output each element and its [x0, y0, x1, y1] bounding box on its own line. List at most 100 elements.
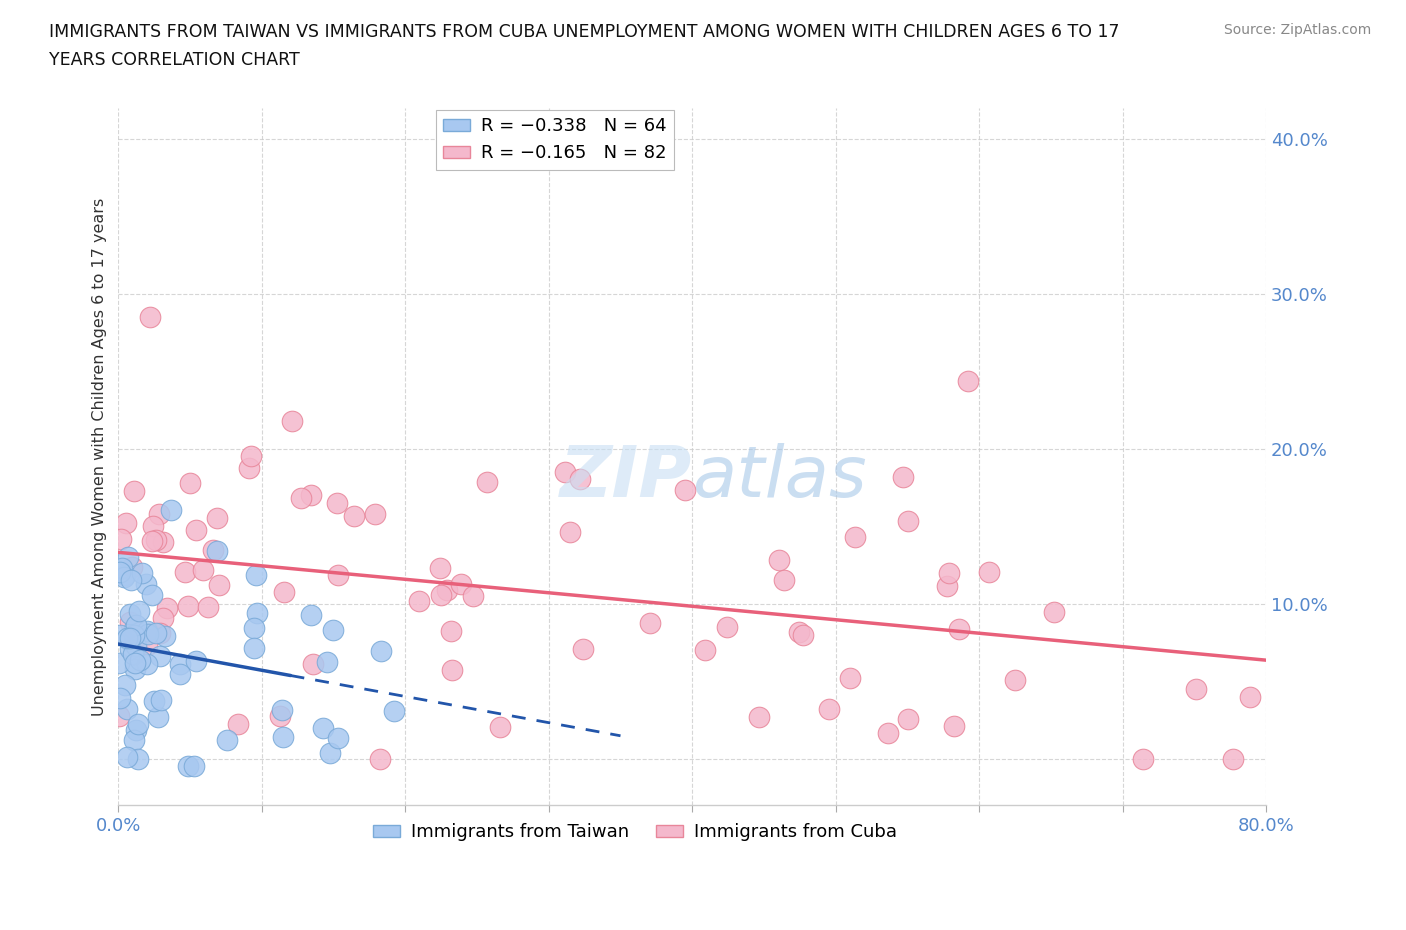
- Point: [155, 629, 177, 644]
- Text: Source: ZipAtlas.com: Source: ZipAtlas.com: [1223, 23, 1371, 37]
- Point: [475, 474, 498, 489]
- Point: [120, 642, 142, 657]
- Point: [273, 585, 295, 600]
- Point: [141, 534, 163, 549]
- Point: [139, 310, 162, 325]
- Point: [115, 631, 138, 645]
- Point: [205, 543, 228, 558]
- Point: [120, 633, 142, 648]
- Point: [302, 657, 325, 671]
- Text: IMMIGRANTS FROM TAIWAN VS IMMIGRANTS FROM CUBA UNEMPLOYMENT AMONG WOMEN WITH CHI: IMMIGRANTS FROM TAIWAN VS IMMIGRANTS FRO…: [49, 23, 1119, 41]
- Point: [136, 624, 159, 639]
- Point: [768, 552, 790, 567]
- Point: [673, 483, 696, 498]
- Point: [114, 677, 136, 692]
- Point: [127, 751, 149, 766]
- Point: [118, 614, 141, 629]
- Point: [844, 529, 866, 544]
- Point: [897, 711, 920, 726]
- Point: [322, 623, 344, 638]
- Point: [122, 621, 145, 636]
- Point: [169, 667, 191, 682]
- Point: [238, 460, 260, 475]
- Point: [838, 671, 860, 685]
- Point: [149, 648, 172, 663]
- Point: [554, 464, 576, 479]
- Point: [179, 475, 201, 490]
- Point: [149, 693, 172, 708]
- Point: [245, 567, 267, 582]
- Point: [328, 731, 350, 746]
- Point: [122, 646, 145, 661]
- Point: [242, 620, 264, 635]
- Point: [197, 600, 219, 615]
- Point: [299, 488, 322, 503]
- Point: [122, 628, 145, 643]
- Point: [572, 642, 595, 657]
- Point: [243, 641, 266, 656]
- Point: [569, 472, 592, 486]
- Point: [125, 723, 148, 737]
- Point: [107, 709, 129, 724]
- Point: [772, 572, 794, 587]
- Point: [716, 619, 738, 634]
- Point: [117, 550, 139, 565]
- Point: [136, 657, 159, 671]
- Point: [693, 643, 716, 658]
- Point: [143, 694, 166, 709]
- Point: [315, 654, 337, 669]
- Point: [269, 709, 291, 724]
- Point: [638, 616, 661, 631]
- Point: [787, 625, 810, 640]
- Point: [142, 518, 165, 533]
- Point: [128, 604, 150, 618]
- Point: [202, 542, 225, 557]
- Point: [148, 626, 170, 641]
- Point: [184, 654, 207, 669]
- Point: [271, 702, 294, 717]
- Point: [115, 515, 138, 530]
- Point: [120, 573, 142, 588]
- Point: [226, 716, 249, 731]
- Point: [748, 709, 770, 724]
- Point: [977, 565, 1000, 579]
- Point: [343, 508, 366, 523]
- Point: [145, 626, 167, 641]
- Point: [436, 582, 458, 597]
- Point: [408, 593, 430, 608]
- Point: [112, 569, 135, 584]
- Point: [169, 657, 191, 671]
- Point: [146, 710, 169, 724]
- Point: [141, 588, 163, 603]
- Point: [152, 611, 174, 626]
- Point: [1222, 751, 1244, 766]
- Point: [1239, 689, 1261, 704]
- Point: [183, 759, 205, 774]
- Point: [817, 701, 839, 716]
- Point: [239, 448, 262, 463]
- Point: [124, 484, 146, 498]
- Point: [450, 577, 472, 591]
- Point: [368, 751, 391, 766]
- Point: [114, 567, 136, 582]
- Point: [191, 563, 214, 578]
- Point: [152, 535, 174, 550]
- Point: [440, 624, 463, 639]
- Point: [943, 718, 966, 733]
- Point: [121, 560, 143, 575]
- Point: [129, 652, 152, 667]
- Point: [111, 561, 134, 576]
- Point: [440, 662, 463, 677]
- Point: [124, 661, 146, 676]
- Point: [136, 627, 159, 642]
- Point: [461, 589, 484, 604]
- Point: [430, 588, 453, 603]
- Point: [131, 565, 153, 580]
- Y-axis label: Unemployment Among Women with Children Ages 6 to 17 years: Unemployment Among Women with Children A…: [93, 197, 107, 716]
- Point: [118, 606, 141, 621]
- Point: [558, 525, 581, 539]
- Text: ZIP: ZIP: [560, 443, 692, 512]
- Point: [177, 599, 200, 614]
- Point: [135, 577, 157, 591]
- Point: [319, 746, 342, 761]
